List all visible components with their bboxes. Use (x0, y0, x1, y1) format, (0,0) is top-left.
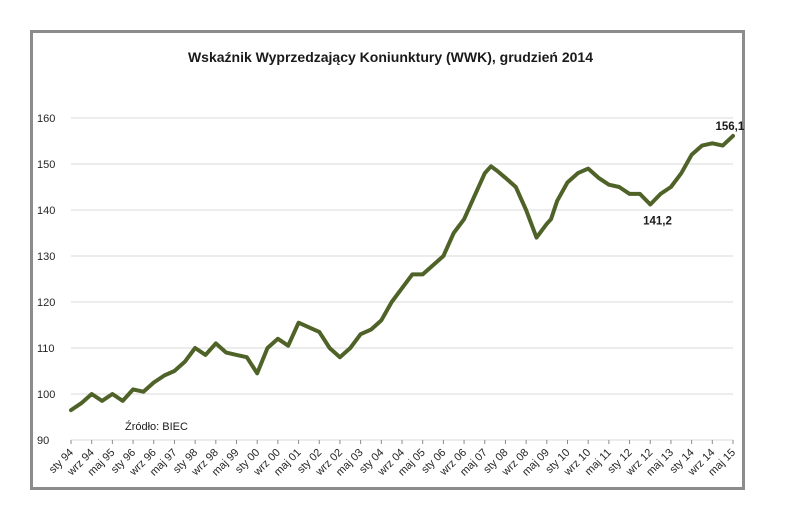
annotation-label: 156,1 (716, 121, 745, 133)
y-tick-label: 120 (37, 297, 55, 309)
source-note: Źródło: BIEC (125, 420, 188, 433)
y-tick-label: 130 (37, 251, 55, 263)
chart-title: Wskaźnik Wyprzedzający Koniunktury (WWK)… (187, 49, 594, 65)
chart-frame: Wskaźnik Wyprzedzający Koniunktury (WWK)… (30, 30, 745, 490)
y-tick-label: 150 (37, 159, 55, 171)
y-tick-label: 100 (37, 389, 55, 401)
annotation-label: 141,2 (643, 215, 672, 227)
y-tick-label: 160 (37, 113, 55, 125)
y-tick-label: 90 (37, 435, 49, 447)
series-line (69, 133, 735, 413)
y-tick-label: 140 (37, 205, 55, 217)
y-tick-label: 110 (37, 343, 55, 355)
